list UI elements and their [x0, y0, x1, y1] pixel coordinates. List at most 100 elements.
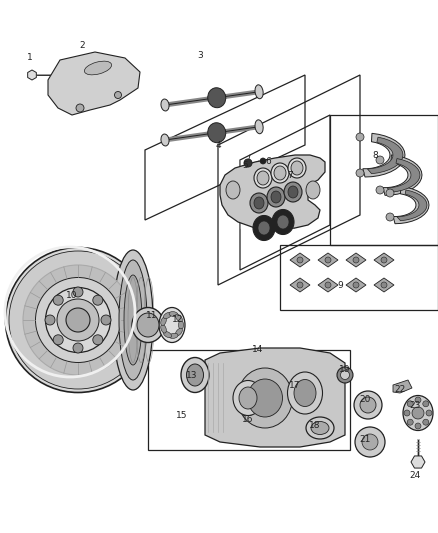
Ellipse shape: [288, 158, 306, 178]
Circle shape: [376, 156, 384, 164]
Polygon shape: [318, 278, 338, 292]
Text: 15: 15: [176, 410, 188, 419]
Ellipse shape: [403, 395, 433, 431]
Circle shape: [73, 287, 83, 297]
Circle shape: [93, 295, 103, 305]
Text: 16: 16: [242, 416, 254, 424]
Ellipse shape: [250, 193, 268, 213]
Circle shape: [356, 169, 364, 177]
Ellipse shape: [291, 161, 303, 175]
Polygon shape: [220, 155, 325, 230]
Text: 21: 21: [359, 435, 371, 445]
Ellipse shape: [226, 181, 240, 199]
Polygon shape: [28, 70, 36, 80]
Text: 9: 9: [337, 280, 343, 289]
Polygon shape: [383, 155, 422, 196]
Ellipse shape: [159, 308, 185, 343]
Circle shape: [407, 419, 413, 425]
Text: 3: 3: [197, 51, 203, 60]
Circle shape: [353, 257, 359, 263]
Polygon shape: [411, 456, 425, 468]
Text: 10: 10: [66, 290, 78, 300]
Ellipse shape: [355, 427, 385, 457]
Ellipse shape: [340, 370, 350, 379]
Ellipse shape: [23, 265, 133, 375]
Ellipse shape: [176, 314, 182, 322]
Ellipse shape: [271, 163, 289, 183]
Ellipse shape: [311, 422, 329, 434]
Text: 11: 11: [146, 311, 158, 319]
Circle shape: [412, 407, 424, 419]
Ellipse shape: [208, 123, 226, 143]
Text: 18: 18: [309, 421, 321, 430]
Ellipse shape: [176, 328, 182, 336]
Ellipse shape: [163, 332, 172, 337]
Circle shape: [114, 92, 121, 99]
Polygon shape: [318, 253, 338, 267]
Ellipse shape: [274, 166, 286, 180]
Text: 14: 14: [252, 345, 264, 354]
Ellipse shape: [161, 325, 166, 333]
Ellipse shape: [254, 197, 264, 209]
Ellipse shape: [124, 275, 142, 365]
Circle shape: [404, 410, 410, 416]
Circle shape: [53, 335, 63, 345]
Ellipse shape: [6, 247, 151, 392]
Polygon shape: [205, 348, 345, 447]
Ellipse shape: [187, 364, 204, 386]
Polygon shape: [393, 187, 429, 224]
Ellipse shape: [277, 215, 289, 229]
Ellipse shape: [161, 134, 169, 146]
Ellipse shape: [254, 168, 272, 188]
Ellipse shape: [9, 251, 147, 389]
Text: 19: 19: [339, 366, 351, 375]
Text: 12: 12: [172, 316, 184, 325]
Polygon shape: [387, 158, 420, 192]
Text: 22: 22: [394, 385, 406, 394]
Ellipse shape: [137, 313, 159, 337]
Circle shape: [260, 158, 266, 164]
Text: 5: 5: [242, 160, 248, 169]
Circle shape: [415, 423, 421, 429]
Polygon shape: [397, 190, 427, 221]
Ellipse shape: [337, 367, 353, 383]
Ellipse shape: [179, 320, 184, 329]
Circle shape: [381, 257, 387, 263]
Circle shape: [101, 315, 111, 325]
Circle shape: [407, 401, 413, 407]
Ellipse shape: [169, 312, 178, 317]
Ellipse shape: [233, 381, 263, 416]
Circle shape: [386, 189, 394, 197]
Ellipse shape: [253, 215, 275, 240]
Text: 2: 2: [79, 41, 85, 50]
Text: 17: 17: [289, 381, 301, 390]
Ellipse shape: [257, 171, 269, 185]
Ellipse shape: [271, 191, 281, 203]
Text: 20: 20: [359, 395, 371, 405]
Text: 7: 7: [287, 171, 293, 180]
Circle shape: [73, 343, 83, 353]
Ellipse shape: [208, 88, 226, 108]
Ellipse shape: [169, 333, 178, 338]
Circle shape: [423, 419, 429, 425]
Ellipse shape: [255, 120, 263, 134]
Circle shape: [386, 213, 394, 221]
Circle shape: [297, 282, 303, 288]
Ellipse shape: [306, 181, 320, 199]
Ellipse shape: [57, 299, 99, 341]
Ellipse shape: [132, 308, 164, 343]
Circle shape: [297, 257, 303, 263]
Circle shape: [93, 335, 103, 345]
Ellipse shape: [255, 85, 263, 99]
Text: 6: 6: [265, 157, 271, 166]
Ellipse shape: [163, 312, 172, 319]
Text: 8: 8: [372, 150, 378, 159]
Ellipse shape: [161, 317, 166, 326]
Polygon shape: [48, 52, 140, 115]
Ellipse shape: [284, 182, 302, 202]
Polygon shape: [393, 380, 412, 393]
Circle shape: [53, 295, 63, 305]
Ellipse shape: [354, 391, 382, 419]
Ellipse shape: [306, 417, 334, 439]
Ellipse shape: [360, 397, 376, 413]
